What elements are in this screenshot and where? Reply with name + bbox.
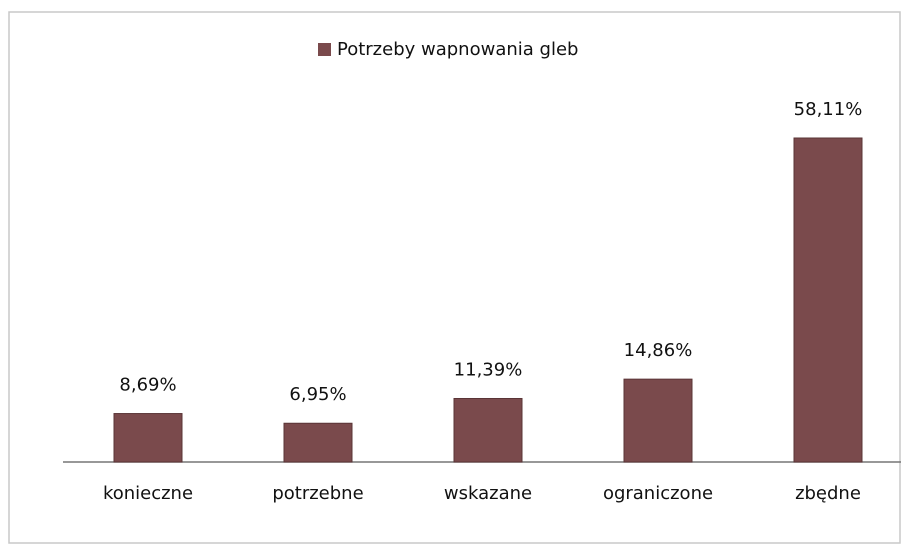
bar	[283, 422, 353, 463]
data-label: 11,39%	[454, 359, 523, 380]
legend-label: Potrzeby wapnowania gleb	[337, 39, 578, 60]
data-label: 14,86%	[624, 340, 693, 361]
bar	[113, 413, 183, 463]
bar	[623, 378, 693, 463]
x-tick-label: wskazane	[444, 483, 532, 504]
x-tick-label: ograniczone	[603, 483, 713, 504]
bar	[793, 137, 863, 463]
bar	[453, 397, 523, 463]
x-tick-label: potrzebne	[272, 483, 363, 504]
data-label: 8,69%	[119, 375, 176, 396]
x-tick-label: konieczne	[103, 483, 193, 504]
x-tick-label: zbędne	[795, 483, 861, 504]
legend-swatch	[318, 43, 331, 56]
data-label: 6,95%	[289, 384, 346, 405]
data-label: 58,11%	[794, 99, 863, 120]
chart-frame	[8, 11, 901, 544]
